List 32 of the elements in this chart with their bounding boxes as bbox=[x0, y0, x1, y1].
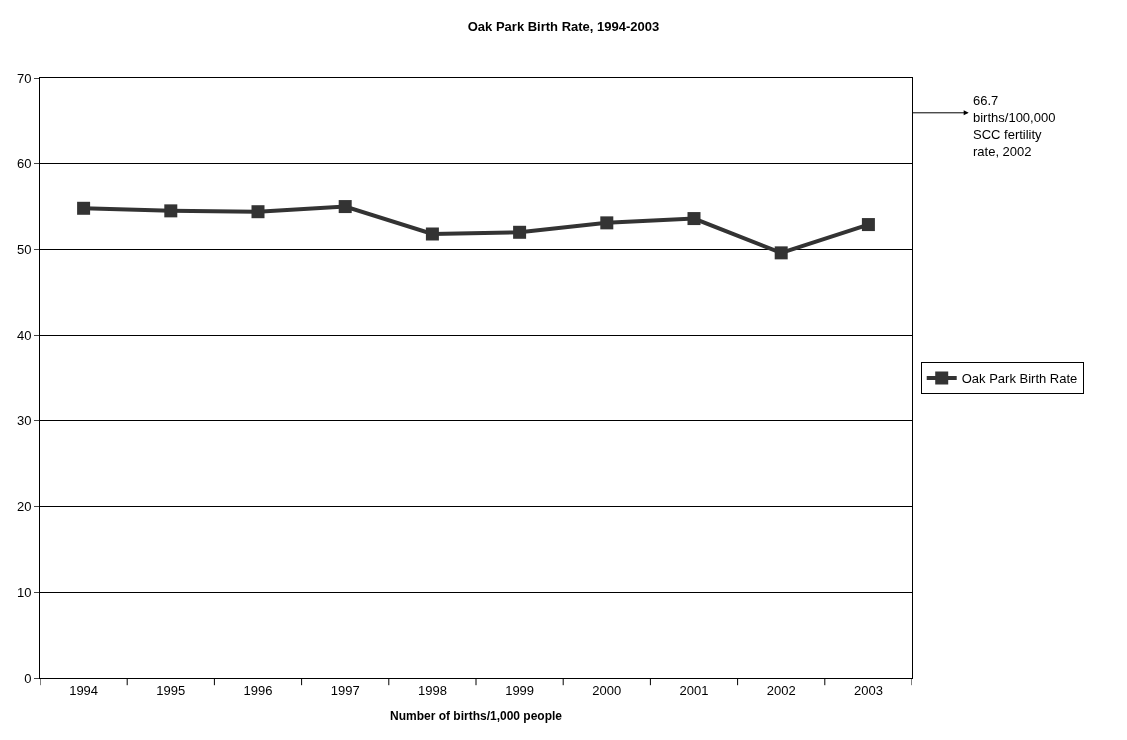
x-tick-label: 1999 bbox=[505, 682, 535, 698]
x-tick-label: 2003 bbox=[853, 682, 883, 698]
y-tick-label: 60 bbox=[16, 156, 32, 172]
x-tick-label: 1996 bbox=[243, 682, 273, 698]
point bbox=[338, 200, 352, 214]
x-tick-label: 1998 bbox=[417, 682, 447, 698]
point bbox=[861, 218, 875, 232]
point bbox=[687, 212, 701, 226]
y-tick-label: 40 bbox=[16, 327, 32, 343]
chart-title: Oak Park Birth Rate, 1994-2003 bbox=[467, 19, 660, 35]
text: 66.7 births/100,000 SCC fertility rate, 2002 bbox=[973, 93, 1056, 159]
point bbox=[513, 225, 527, 239]
x-tick-label: 1995 bbox=[156, 682, 186, 698]
point bbox=[600, 216, 614, 230]
point bbox=[774, 246, 788, 260]
x-tick-label: 1994 bbox=[69, 682, 99, 698]
point bbox=[164, 204, 178, 218]
x-tick-label: 2002 bbox=[766, 682, 796, 698]
y-tick-label: 70 bbox=[16, 70, 32, 86]
x-tick-label: 2001 bbox=[679, 682, 709, 698]
y-tick-label: 10 bbox=[16, 584, 32, 600]
point bbox=[425, 227, 439, 241]
point bbox=[251, 205, 265, 219]
y-tick-label: 20 bbox=[16, 499, 32, 515]
y-tick-label: 30 bbox=[16, 413, 32, 429]
legend-label: Oak Park Birth Rate bbox=[961, 371, 1078, 387]
x-tick-label: 2000 bbox=[592, 682, 622, 698]
y-tick-label: 0 bbox=[24, 670, 32, 686]
point bbox=[77, 201, 91, 215]
x-axis-title: Number of births/1,000 people bbox=[389, 709, 563, 724]
y-tick-label: 50 bbox=[16, 241, 32, 257]
x-tick-label: 1997 bbox=[330, 682, 360, 698]
